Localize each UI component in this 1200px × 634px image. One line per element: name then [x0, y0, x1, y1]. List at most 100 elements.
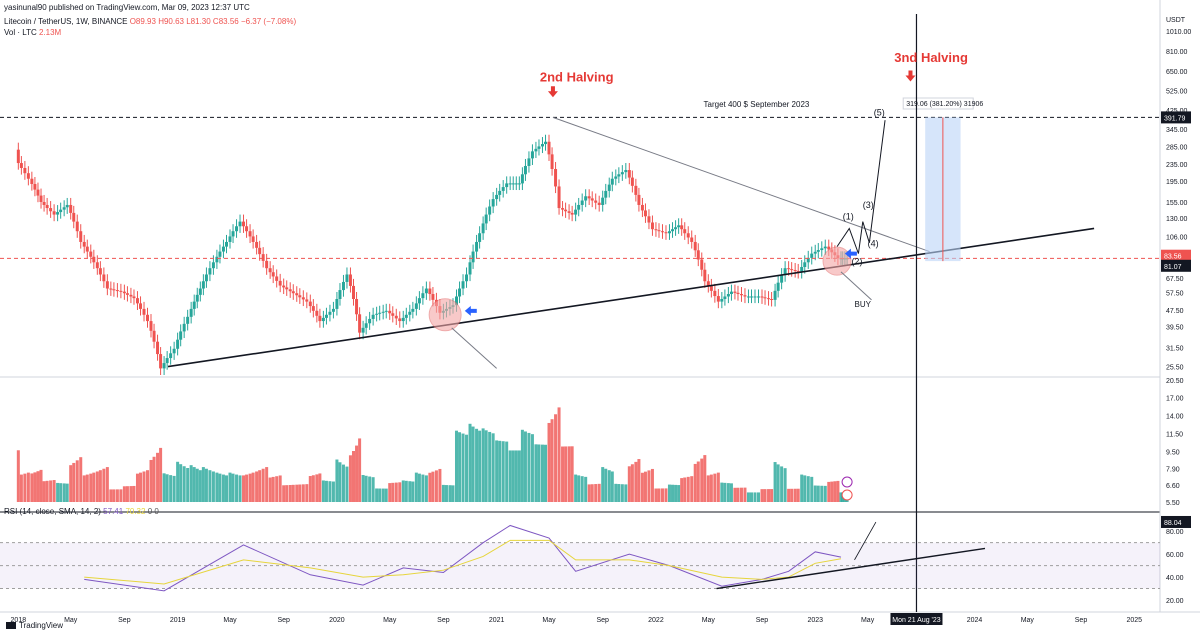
candle-body: [564, 209, 568, 212]
candle-body: [601, 197, 605, 205]
volume-legend[interactable]: Vol · LTC 2.13M: [4, 28, 61, 37]
volume-bar: [478, 430, 482, 502]
volume-bar: [594, 484, 598, 502]
volume-bar: [776, 464, 780, 502]
candle-body: [95, 262, 99, 269]
price-tick-label: 47.50: [1166, 308, 1184, 315]
candle-body: [458, 288, 462, 297]
rsi-legend[interactable]: RSI (14, close, SMA, 14, 2) 57.41 70.32 …: [4, 507, 159, 516]
volume-tick-label: 17.00: [1166, 396, 1184, 403]
volume-bar: [723, 482, 727, 502]
candle-body: [421, 293, 425, 299]
time-tick-label: May: [383, 617, 397, 624]
volume-bar: [527, 432, 531, 502]
volume-bar: [152, 456, 156, 502]
volume-bar: [172, 475, 176, 502]
volume-bar: [119, 489, 123, 502]
target-label: Target 400 $ September 2023: [704, 100, 810, 109]
price-tick-label: 67.50: [1166, 276, 1184, 283]
candle-body: [345, 274, 349, 282]
candle-body: [52, 211, 56, 215]
candle-body: [468, 262, 472, 275]
volume-bar: [318, 473, 322, 502]
candle-body: [275, 276, 279, 281]
candle-body: [505, 183, 509, 188]
candle-body: [709, 285, 713, 291]
volume-bar: [251, 472, 255, 502]
candle-body: [540, 144, 544, 147]
candle-body: [428, 288, 432, 295]
volume-bar: [517, 450, 521, 502]
volume-bar: [540, 444, 544, 502]
volume-bar: [105, 467, 109, 502]
resistance-trendline: [552, 116, 930, 253]
candle-body: [637, 194, 641, 205]
volume-bar: [285, 485, 289, 502]
candle-body: [45, 204, 49, 209]
volume-bar: [338, 462, 342, 502]
candle-body: [189, 308, 193, 317]
volume-bar: [660, 488, 664, 502]
candle-body: [305, 299, 309, 302]
volume-bar: [760, 489, 764, 502]
symbol-legend[interactable]: Litecoin / TetherUS, 1W, BINANCE O89.93 …: [4, 17, 296, 26]
candle-body: [498, 190, 502, 195]
candle-body: [384, 310, 388, 312]
wave-3-label: (3): [863, 200, 874, 210]
wave-1-label: (1): [843, 211, 854, 221]
volume-bar: [508, 450, 512, 502]
candle-body: [461, 281, 465, 289]
volume-bar: [89, 473, 93, 502]
candle-body: [677, 225, 681, 228]
candle-body: [156, 341, 160, 355]
candle-body: [767, 298, 771, 300]
event-flag-icon: [841, 476, 853, 488]
price-tick-label: 1010.00: [1166, 29, 1191, 36]
candle-body: [119, 290, 123, 292]
candle-body: [511, 183, 515, 185]
volume-tick-label: 6.60: [1166, 483, 1180, 490]
volume-bar: [654, 488, 658, 502]
volume-bar: [793, 488, 797, 502]
volume-bar: [756, 492, 760, 502]
volume-bar: [201, 467, 205, 502]
volume-bar: [275, 476, 279, 502]
volume-bar: [159, 447, 163, 502]
volume-bar: [441, 484, 445, 502]
time-tick-label: 2023: [807, 617, 823, 624]
candle-body: [375, 313, 379, 315]
volume-bar: [696, 461, 700, 502]
candle-body: [690, 237, 694, 242]
candle-body: [471, 251, 475, 263]
candle-body: [604, 190, 608, 198]
candle-body: [248, 231, 252, 237]
candle-body: [820, 248, 824, 251]
volume-bar: [139, 472, 143, 502]
volume-bar: [787, 488, 791, 502]
candle-body: [643, 210, 647, 217]
tradingview-footer[interactable]: TradingView: [6, 621, 63, 630]
candle-body: [813, 251, 817, 254]
volume-bar: [142, 471, 146, 502]
candle-body: [72, 212, 76, 222]
rsi-line: [84, 524, 842, 592]
candle-body: [36, 189, 40, 196]
volume-bar: [291, 484, 295, 502]
volume-bar: [176, 461, 180, 502]
price-tick-label: 25.50: [1166, 365, 1184, 372]
volume-bar: [59, 483, 63, 502]
volume-bar: [587, 484, 591, 502]
candle-body: [321, 317, 325, 322]
volume-bar: [198, 470, 202, 502]
volume-bar: [52, 480, 56, 502]
volume-bar: [680, 478, 684, 502]
candle-body: [523, 165, 527, 175]
volume-bar: [703, 455, 707, 502]
candle-body: [102, 274, 106, 282]
volume-bar: [238, 475, 242, 502]
volume-bar: [39, 469, 43, 502]
volume-bar: [495, 440, 499, 502]
volume-bar: [458, 432, 462, 502]
candle-body: [484, 214, 488, 224]
volume-bar: [278, 475, 282, 502]
